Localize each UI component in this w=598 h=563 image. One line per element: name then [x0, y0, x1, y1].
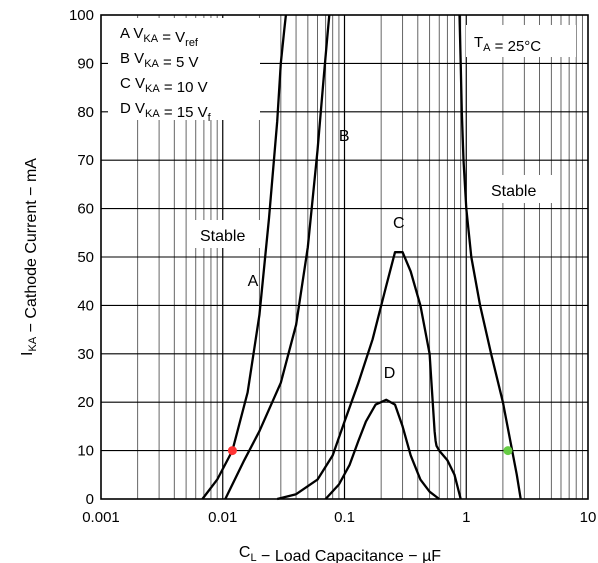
x-axis-title: CL − Load Capacitance − µF: [239, 544, 441, 563]
series-line-b: [224, 14, 331, 500]
legend-entry-d: D VKA = 15 Vf: [120, 100, 212, 124]
temperature-label: TA = 25°C: [474, 34, 541, 55]
y-tick-label: 100: [69, 7, 94, 24]
markers: [227, 446, 513, 456]
stable-region-left: Stable: [192, 220, 264, 248]
x-tick-label: 10: [580, 509, 597, 526]
marker-point-2: [503, 446, 513, 456]
y-axis-title: IKA − Cathode Current − mA: [19, 158, 40, 356]
legend-entry-b: B VKA = 5 V: [120, 50, 198, 71]
y-tick-label: 60: [77, 201, 94, 218]
stable-region-right: Stable: [484, 175, 556, 203]
stable-label-left: Stable: [200, 228, 245, 245]
plot-frame: [100, 14, 589, 500]
y-tick-label: 30: [77, 346, 94, 363]
x-tick-label: 1: [462, 509, 470, 526]
legend-entry-a: A VKA = Vref: [120, 25, 199, 49]
x-tick-label: 0.01: [208, 509, 237, 526]
curves: [201, 14, 522, 501]
y-tick-label: 90: [77, 55, 94, 72]
series-line-d: [324, 398, 440, 500]
marker-point-1: [227, 446, 237, 456]
series-line-c: [276, 251, 462, 501]
stable-label-right: Stable: [491, 183, 536, 200]
legend-entry-c: C VKA = 10 V: [120, 75, 208, 96]
curve-label-b: B: [339, 128, 350, 145]
series-line-right-boundary: [458, 14, 522, 500]
y-tick-label: 70: [77, 152, 94, 169]
y-tick-label: 0: [86, 491, 94, 508]
x-tick-label: 0.1: [334, 509, 355, 526]
y-tick-label: 80: [77, 104, 94, 121]
y-tick-label: 20: [77, 394, 94, 411]
y-tick-label: 10: [77, 443, 94, 460]
x-tick-label: 0.001: [82, 509, 120, 526]
curve-label-c: C: [393, 215, 405, 232]
curve-labels: A B C D: [248, 128, 405, 382]
y-tick-label: 50: [77, 249, 94, 266]
legend: A VKA = Vref B VKA = 5 V C VKA = 10 V D …: [108, 18, 260, 124]
temperature-note: TA = 25°C: [466, 25, 576, 57]
y-tick-label: 40: [77, 297, 94, 314]
curve-label-d: D: [384, 365, 396, 382]
curve-label-a: A: [248, 273, 259, 290]
series-line-a: [201, 14, 288, 500]
